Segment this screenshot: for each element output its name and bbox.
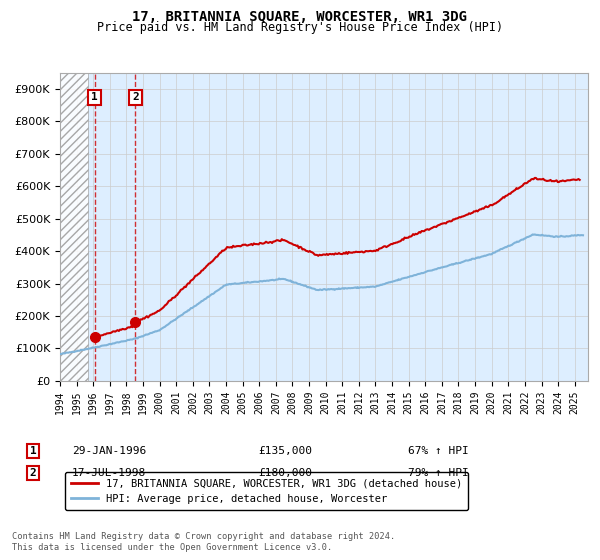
Text: 29-JAN-1996: 29-JAN-1996 bbox=[72, 446, 146, 456]
Text: Price paid vs. HM Land Registry's House Price Index (HPI): Price paid vs. HM Land Registry's House … bbox=[97, 21, 503, 34]
Text: £180,000: £180,000 bbox=[258, 468, 312, 478]
Text: Contains HM Land Registry data © Crown copyright and database right 2024.
This d: Contains HM Land Registry data © Crown c… bbox=[12, 532, 395, 552]
Text: 1: 1 bbox=[91, 92, 98, 102]
Text: 2: 2 bbox=[29, 468, 37, 478]
Text: £135,000: £135,000 bbox=[258, 446, 312, 456]
Text: 1: 1 bbox=[29, 446, 37, 456]
Text: 17-JUL-1998: 17-JUL-1998 bbox=[72, 468, 146, 478]
Text: 17, BRITANNIA SQUARE, WORCESTER, WR1 3DG: 17, BRITANNIA SQUARE, WORCESTER, WR1 3DG bbox=[133, 10, 467, 24]
Text: 67% ↑ HPI: 67% ↑ HPI bbox=[408, 446, 469, 456]
Bar bbox=[60, 73, 88, 381]
Text: 79% ↑ HPI: 79% ↑ HPI bbox=[408, 468, 469, 478]
Text: 2: 2 bbox=[132, 92, 139, 102]
Legend: 17, BRITANNIA SQUARE, WORCESTER, WR1 3DG (detached house), HPI: Average price, d: 17, BRITANNIA SQUARE, WORCESTER, WR1 3DG… bbox=[65, 472, 469, 510]
